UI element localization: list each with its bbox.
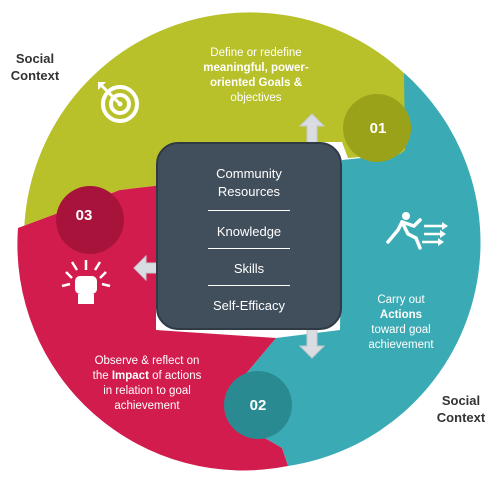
actions-text-line1: Carry out: [377, 294, 425, 306]
center-item-resources: Resources: [217, 184, 281, 199]
actions-segment: [236, 73, 481, 466]
social-context-bottom-line1: Social: [441, 393, 481, 408]
fist-icon: [61, 260, 111, 304]
center-item-skills: Skills: [233, 261, 265, 276]
badge-01-circle: [343, 94, 411, 162]
actions-text: Carry out Actions toward goal achievemen…: [346, 293, 456, 353]
actions-text-line4: achievement: [368, 339, 434, 351]
goals-segment: [18, 12, 414, 238]
goals-text-line4: objectives: [230, 92, 282, 104]
badge-02-circle: [224, 371, 292, 439]
actions-text-line2: Actions: [379, 309, 423, 321]
impact-text: Observe & reflect on the Impact of actio…: [62, 354, 232, 414]
badge-03-circle: [56, 186, 124, 254]
target-icon: [98, 82, 139, 123]
impact-text-line2: the Impact of actions: [62, 369, 232, 384]
social-context-top-line1: Social: [15, 51, 55, 66]
impact-text-line2-post: of actions: [148, 370, 202, 382]
social-context-top-line2: Context: [10, 68, 60, 83]
badge-01-number: 01: [369, 120, 387, 137]
goals-text-line3: oriented Goals &: [209, 77, 303, 89]
badge-02-number: 02: [249, 397, 267, 414]
impact-text-line3: in relation to goal: [103, 385, 191, 397]
actions-text-line3: toward goal: [371, 324, 431, 336]
runner-icon: [386, 212, 448, 250]
center-item-self-efficacy: Self-Efficacy: [212, 298, 285, 313]
social-context-label-top: Social Context: [4, 50, 66, 84]
center-item-knowledge: Knowledge: [216, 224, 282, 239]
impact-text-line2-bold: Impact: [111, 370, 149, 382]
center-divider-1: [208, 210, 290, 211]
goals-text: Define or redefine meaningful, power- or…: [176, 46, 336, 106]
center-resources-box: Community Resources Knowledge Skills Sel…: [156, 142, 342, 330]
goals-text-line1: Define or redefine: [210, 47, 302, 59]
impact-text-line4: achievement: [114, 400, 180, 412]
social-context-label-bottom: Social Context: [430, 392, 492, 426]
center-divider-2: [208, 248, 290, 249]
impact-text-line2-pre: the: [92, 370, 112, 382]
center-item-community: Community: [216, 166, 282, 181]
social-context-bottom-line2: Context: [436, 410, 486, 425]
badge-03-number: 03: [75, 207, 93, 224]
center-divider-3: [208, 285, 290, 286]
impact-segment: [17, 185, 288, 471]
goals-text-line2: meaningful, power-: [203, 62, 309, 74]
impact-text-line1: Observe & reflect on: [94, 355, 200, 367]
